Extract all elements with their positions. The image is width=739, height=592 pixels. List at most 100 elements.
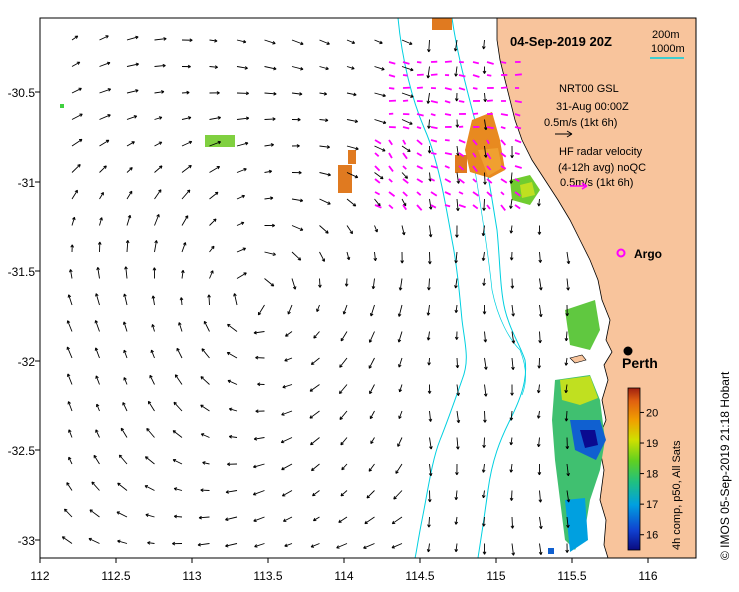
radar-arrow — [472, 165, 478, 173]
current-arrow — [509, 463, 514, 473]
radar-arrow — [416, 86, 423, 89]
current-arrow — [482, 543, 487, 555]
radar-arrow — [416, 61, 422, 64]
current-arrow — [309, 410, 320, 419]
current-arrow — [200, 376, 210, 385]
current-arrow — [291, 39, 304, 46]
current-arrow — [99, 192, 104, 200]
radar-arrow — [388, 87, 395, 90]
current-arrow — [94, 320, 100, 332]
current-arrow — [201, 348, 210, 359]
current-arrow — [481, 225, 486, 237]
current-arrow — [456, 437, 460, 450]
radar-arrow — [430, 73, 438, 76]
current-arrow — [264, 39, 276, 45]
x-tick-label: 115 — [486, 569, 505, 583]
current-arrow — [154, 90, 165, 94]
current-arrow — [426, 331, 431, 341]
current-arrow — [89, 509, 100, 518]
current-arrow — [482, 304, 487, 315]
current-arrow — [564, 357, 569, 366]
current-arrow — [426, 66, 431, 79]
radar-arrow — [458, 165, 465, 171]
current-arrow — [538, 543, 543, 555]
current-arrow — [426, 92, 431, 104]
current-arrow — [236, 247, 247, 253]
x-tick-label: 112 — [30, 569, 49, 583]
current-arrow — [316, 304, 320, 312]
current-arrow — [428, 463, 433, 477]
radar-arrow — [486, 126, 494, 130]
current-arrow — [66, 482, 73, 491]
current-arrow — [483, 92, 487, 103]
current-arrow — [264, 117, 276, 121]
current-arrow — [538, 304, 543, 318]
current-arrow — [228, 434, 238, 439]
current-arrow — [483, 172, 487, 185]
current-arrow — [538, 490, 543, 503]
current-arrow — [126, 89, 139, 94]
radar-arrow — [458, 191, 464, 195]
radar-arrow — [430, 152, 437, 155]
current-arrow — [95, 293, 100, 306]
current-arrow — [236, 221, 245, 226]
current-arrow — [509, 198, 513, 209]
current-arrow — [209, 65, 218, 69]
current-arrow — [150, 349, 155, 359]
current-arrow — [482, 516, 486, 527]
current-arrow — [93, 454, 100, 465]
radar-arrow — [374, 178, 381, 184]
current-arrow — [67, 294, 73, 306]
current-arrow — [116, 511, 128, 518]
current-arrow — [455, 225, 459, 238]
current-arrow — [284, 357, 293, 362]
radar-arrow — [500, 126, 506, 130]
radar-arrow — [402, 165, 407, 170]
current-arrow — [427, 490, 432, 503]
model-scale: 0.5m/s (1kt 6h) — [544, 117, 617, 129]
current-arrow — [291, 225, 304, 231]
current-arrow — [484, 357, 488, 370]
current-arrow — [228, 407, 238, 412]
current-arrow — [152, 267, 157, 279]
current-arrow — [176, 347, 183, 359]
current-arrow — [310, 437, 320, 446]
current-arrow — [117, 482, 128, 491]
contour-1000m — [397, 18, 467, 558]
current-arrow — [454, 304, 459, 314]
radar-label-1: HF radar velocity — [559, 146, 643, 158]
radar-arrow — [444, 60, 452, 63]
radar-arrow — [402, 74, 408, 77]
current-arrow — [482, 66, 487, 74]
current-arrow — [368, 357, 375, 369]
radar-arrow — [472, 74, 480, 78]
radar-arrow — [402, 126, 410, 130]
current-arrow — [264, 251, 276, 256]
current-arrow — [227, 323, 238, 332]
radar-arrow — [486, 74, 492, 77]
current-arrow — [236, 39, 247, 44]
radar-arrow — [416, 113, 424, 117]
radar-arrow — [514, 73, 522, 76]
current-arrow — [154, 240, 158, 253]
current-arrow — [291, 144, 300, 148]
current-arrow — [453, 39, 458, 52]
current-arrow — [455, 119, 460, 128]
current-arrow — [509, 437, 514, 446]
current-arrow — [178, 322, 183, 332]
current-arrow — [120, 427, 128, 438]
current-arrow — [66, 373, 73, 385]
current-arrow — [398, 410, 403, 419]
radar-arrow — [514, 152, 520, 156]
x-axis: 112 112.5 113 113.5 114 114.5 115 115.5 … — [30, 558, 658, 583]
current-arrow — [312, 516, 320, 522]
current-arrow — [537, 463, 542, 476]
current-arrow — [340, 331, 348, 342]
current-arrow — [510, 384, 514, 396]
current-arrow — [374, 119, 387, 125]
current-arrow — [99, 114, 111, 120]
current-arrow — [338, 516, 348, 523]
current-arrow — [481, 463, 486, 473]
radar-arrow — [388, 191, 396, 197]
perth-marker-icon — [623, 346, 633, 356]
